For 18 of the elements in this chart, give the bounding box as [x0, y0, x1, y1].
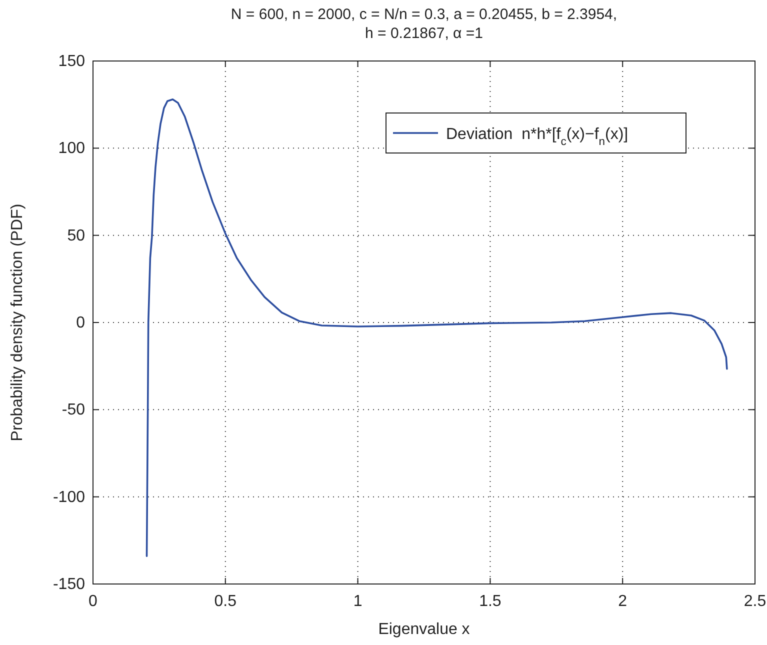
y-tick-label: -100 — [52, 488, 86, 506]
y-tick-label: 50 — [67, 227, 86, 244]
x-tick-label: 2.5 — [744, 593, 766, 610]
x-tick-label: 1.5 — [479, 593, 502, 610]
y-tick-label: -50 — [62, 402, 86, 419]
x-axis-title: Eigenvalue x — [378, 621, 470, 638]
y-tick-label: -150 — [52, 576, 86, 593]
x-tick-label: 2 — [618, 593, 628, 610]
y-tick-label: 0 — [76, 314, 86, 332]
x-tick-label: 0.5 — [214, 593, 237, 610]
chart-title: N = 600, n = 2000, c = N/n = 0.3, a = 0.20455, b = 2.3954, h = 0.21867, α =1 — [230, 6, 618, 42]
y-tick-label: 150 — [58, 53, 86, 70]
y-tick-label: 100 — [58, 140, 86, 158]
x-tick-label: 1 — [353, 593, 362, 610]
legend-label: Deviation n*h*[f$_{c}$(x)−f$_{n}$(x)] — [446, 126, 628, 148]
y-axis-title: Probability density function (PDF) — [9, 204, 26, 442]
line-series — [146, 98, 728, 558]
x-tick-label: 0 — [88, 593, 98, 610]
